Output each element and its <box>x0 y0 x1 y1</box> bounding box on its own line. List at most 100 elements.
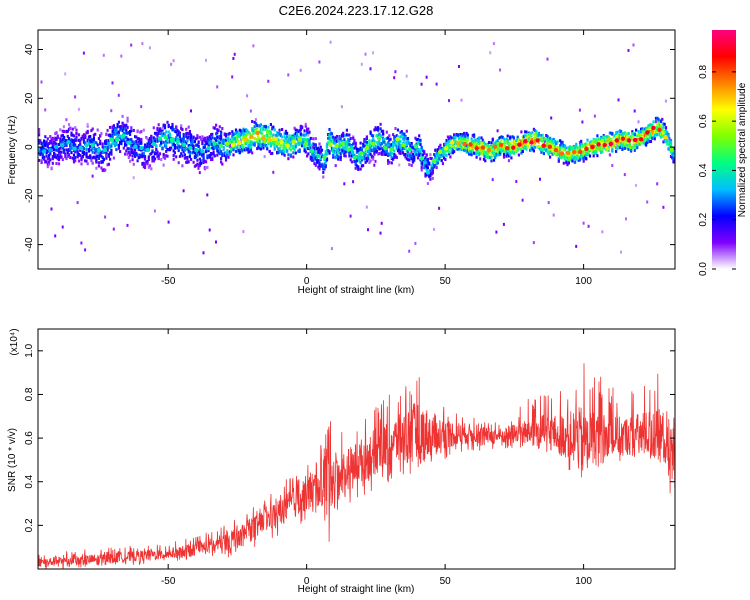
spectrogram-scatter <box>201 159 204 162</box>
spectrogram-ridge-point <box>462 141 467 147</box>
spectrogram-cell <box>565 161 568 165</box>
spectrogram-cell <box>205 150 208 154</box>
spectrogram-cell <box>342 134 345 138</box>
spectrogram-cell <box>38 128 41 131</box>
spectrogram-cell <box>86 129 89 133</box>
spectrogram-cell <box>620 135 623 139</box>
spectrogram-cell <box>69 142 72 146</box>
spectrogram-cell <box>186 155 189 159</box>
spectrogram-cell <box>359 161 362 165</box>
spectrogram-cell <box>453 136 456 140</box>
spectrogram-cell <box>50 138 53 142</box>
spectrogram-cell <box>228 152 231 156</box>
spectrogram-cell <box>185 127 188 131</box>
spectrogram-cell <box>372 157 375 161</box>
spectrogram-cell <box>208 141 211 145</box>
spectrogram-cell <box>536 145 539 149</box>
spectrogram-cell <box>271 141 274 145</box>
spectrogram-cell <box>418 140 421 144</box>
spectrogram-cell <box>196 134 199 138</box>
spectrogram-cell <box>421 149 425 153</box>
spectrogram-scatter <box>77 107 80 111</box>
spectrogram-cell <box>153 157 157 161</box>
spectrogram-cell <box>424 174 427 178</box>
spectrogram-scatter <box>502 222 505 226</box>
spectrogram-ridge-point <box>194 148 199 153</box>
spectrogram-cell <box>294 128 297 132</box>
spectrogram-cell <box>274 141 277 145</box>
spectrogram-cell <box>387 141 390 145</box>
spectrogram-cell <box>156 137 159 141</box>
spectrogram-scatter <box>601 230 604 234</box>
spectrogram-cell <box>527 137 530 141</box>
spectrogram-cell <box>545 149 548 153</box>
spectrogram-ridge-point <box>377 136 382 141</box>
spectrogram-scatter <box>111 81 114 85</box>
spectrogram-cell <box>156 128 159 131</box>
spectrogram-cell <box>62 150 66 154</box>
spectrogram-cell <box>64 141 67 145</box>
spectrogram-cell <box>456 144 459 148</box>
spectrogram-cell <box>211 152 214 155</box>
spectrogram-cell <box>531 147 534 151</box>
spectrogram-cell <box>464 146 467 150</box>
spectrogram-cell <box>310 146 314 150</box>
spectrogram-cell <box>587 149 590 153</box>
spectrogram-cell <box>648 126 651 130</box>
spectrogram-cell <box>191 151 194 155</box>
spectrogram-ridge-point <box>249 134 254 139</box>
spectrogram-cell <box>507 142 511 146</box>
spectrogram-cell <box>540 147 543 151</box>
spectrogram-cell <box>139 130 142 134</box>
spectrogram-scatter <box>632 43 635 47</box>
spectrogram-cell <box>374 147 377 151</box>
spectrogram-cell <box>242 146 245 150</box>
spectrogram-scatter <box>156 155 159 159</box>
spectrogram-cell <box>48 160 51 164</box>
spectrogram-cell <box>507 154 511 158</box>
spectrogram-cell <box>69 127 72 131</box>
spectrogram-cell <box>303 144 306 148</box>
spectrogram-cell <box>643 137 646 140</box>
spectrogram-cell <box>96 128 99 132</box>
spectrogram-cell <box>46 157 49 161</box>
spectrogram-cell <box>348 154 351 158</box>
spectrogram-cell <box>126 116 129 120</box>
spectrogram-cell <box>440 159 443 163</box>
spectrogram-cell <box>672 155 675 159</box>
spectrogram-cell <box>328 150 331 154</box>
spectrogram-cell <box>549 136 552 140</box>
spectrogram-cell <box>324 159 327 163</box>
spectrogram-cell <box>430 157 433 161</box>
spectrogram-cell <box>430 169 433 173</box>
spectrogram-cell <box>180 152 183 156</box>
spectrogram-cell <box>541 147 544 151</box>
spectrogram-cell <box>61 129 64 133</box>
spectrogram-cell <box>136 137 139 141</box>
spectrogram-cell <box>162 123 165 127</box>
spectrogram-cell <box>494 141 497 145</box>
spectrogram-scatter <box>582 221 585 225</box>
spectrogram-cell <box>313 149 316 153</box>
spectrogram-cell <box>363 138 366 141</box>
spectrogram-cell <box>337 151 340 155</box>
spectrogram-cell <box>259 147 262 151</box>
spectrogram-cell <box>637 133 640 137</box>
spectrogram-cell <box>294 132 297 135</box>
spectrogram-cell <box>475 152 478 156</box>
spectrogram-scatter <box>532 241 535 245</box>
spectrogram-cell <box>207 139 210 143</box>
spectrogram-cell <box>420 162 423 166</box>
spectrogram-cell <box>130 129 133 133</box>
spectrogram-cell <box>119 128 122 132</box>
spectrogram-ridge-point <box>639 137 644 142</box>
spectrogram-scatter <box>522 135 525 139</box>
spectrogram-cell <box>526 142 529 146</box>
spectrogram-cell <box>125 131 128 135</box>
spectrogram-cell <box>271 126 274 130</box>
spectrogram-cell <box>284 131 287 135</box>
spectrogram-cell <box>101 150 104 154</box>
spectrogram-cell <box>55 131 58 135</box>
spectrogram-ridge-point <box>261 136 266 141</box>
spectrogram-scatter <box>394 70 397 74</box>
